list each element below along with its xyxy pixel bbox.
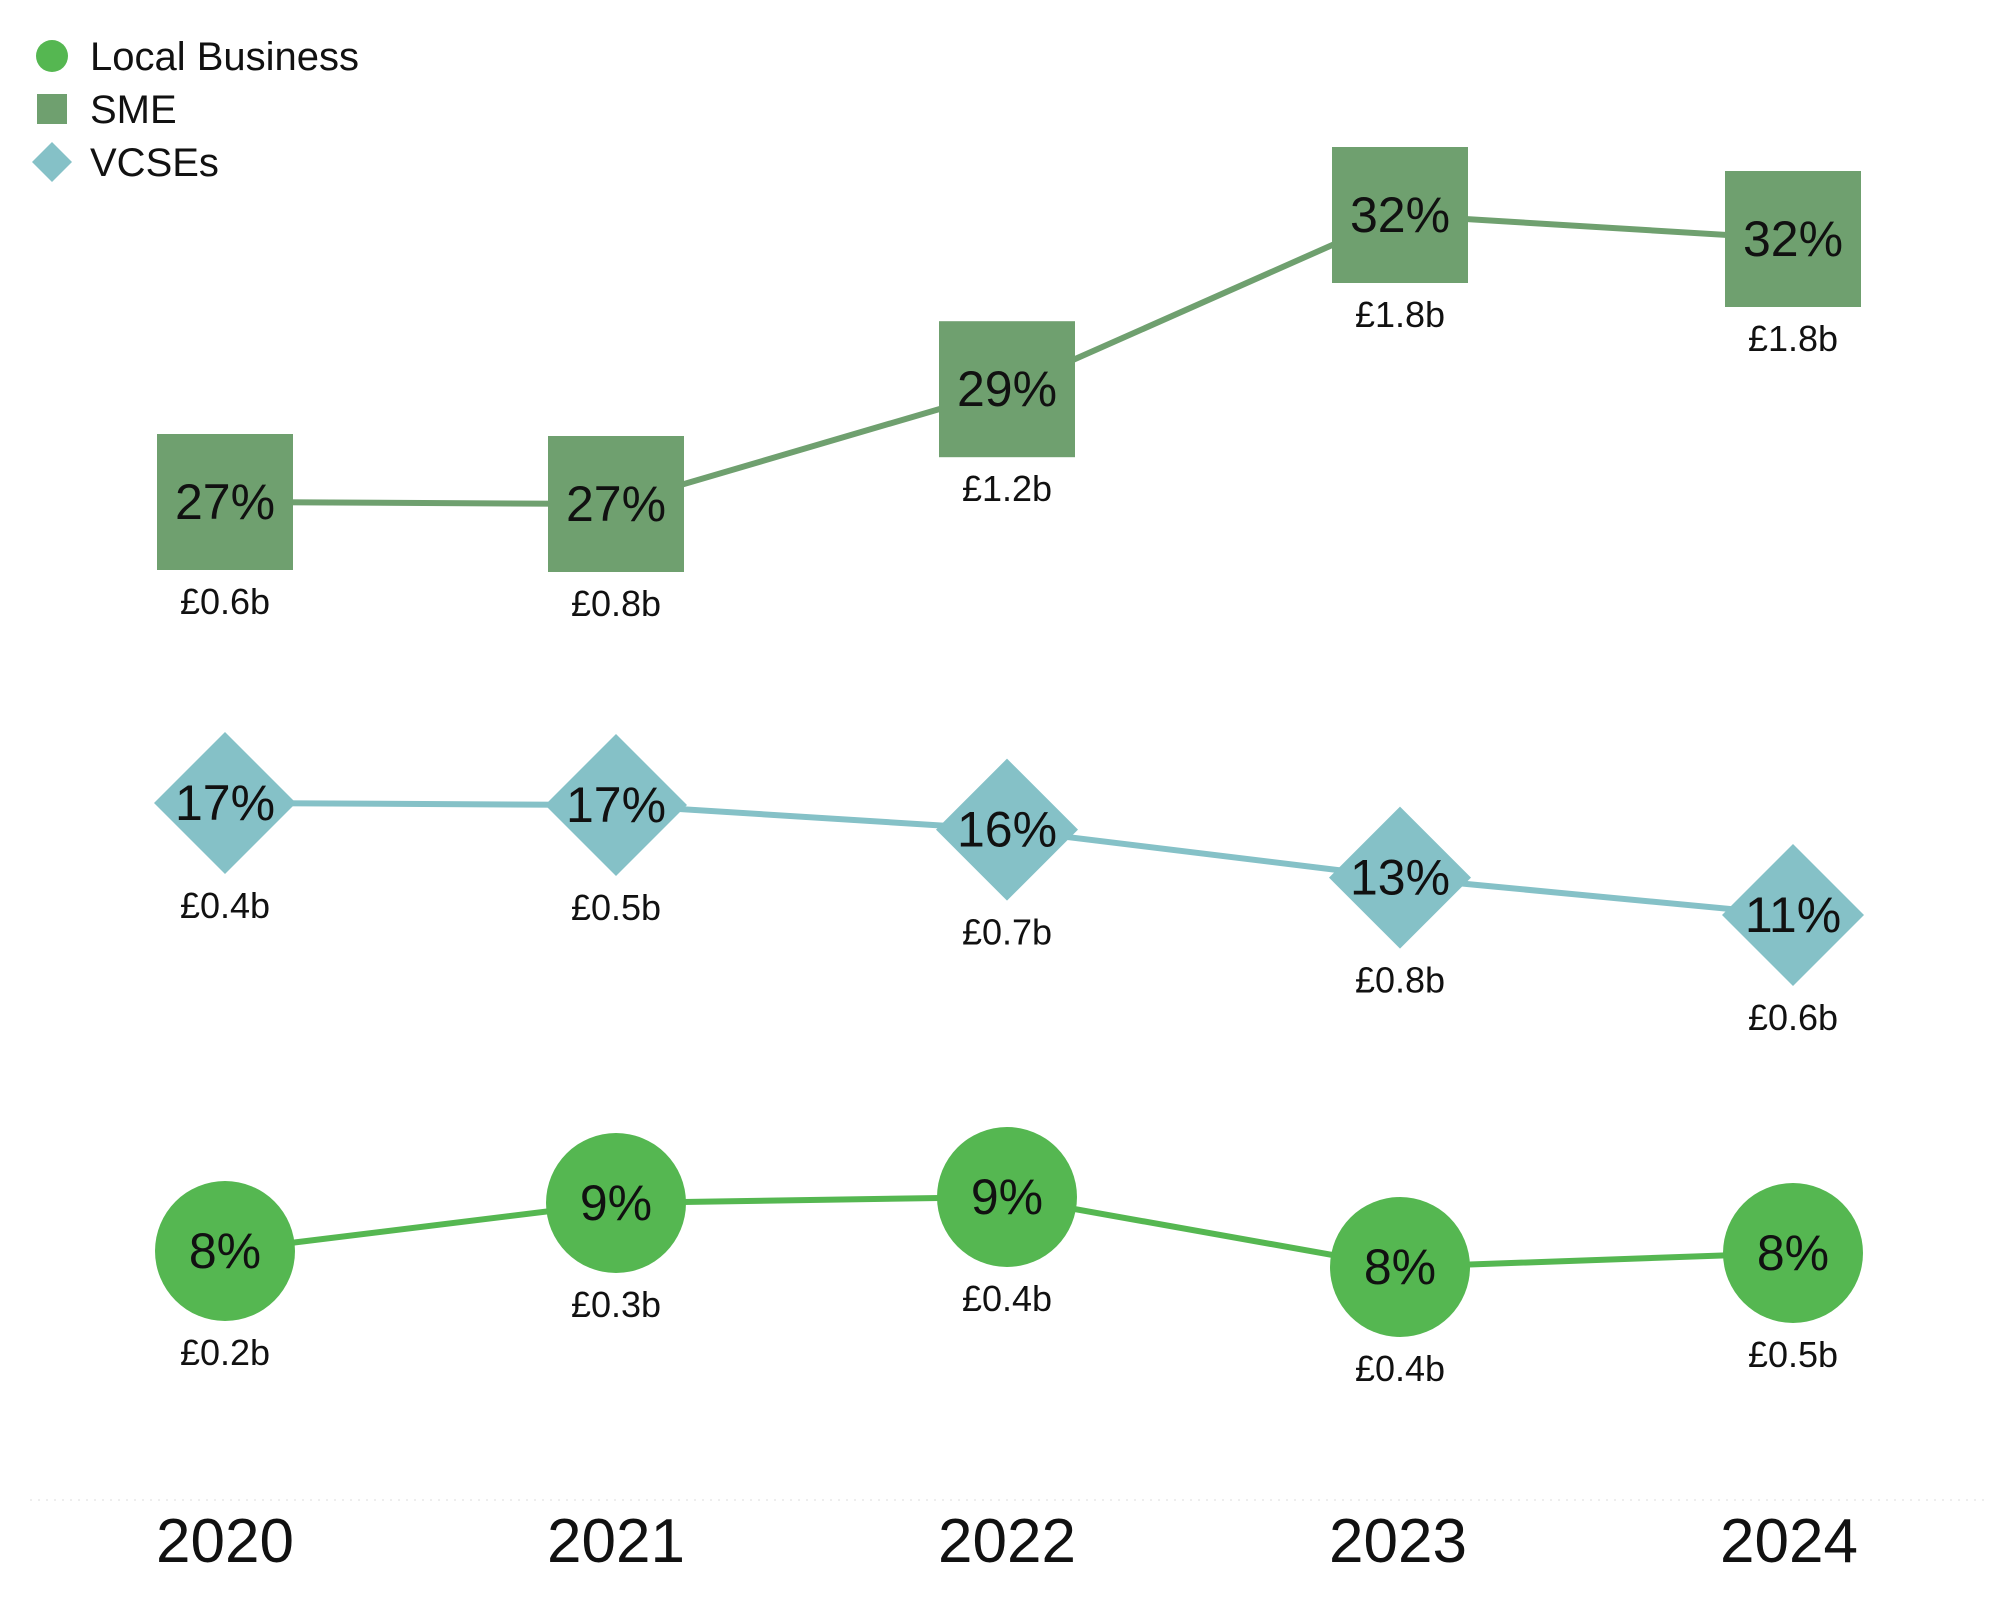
amount-label-vcses-2021: £0.5b — [571, 887, 661, 928]
amount-label-local-business-2020: £0.2b — [180, 1332, 270, 1373]
series-sme: 27% £0.6b 27% £0.8b 29% £1.2b 32% £1.8b 32% £1.8b — [157, 147, 1861, 624]
legend: Local Business SME VCSEs — [32, 35, 359, 185]
legend-marker-vcses — [32, 142, 72, 182]
legend-item-sme: SME — [37, 88, 177, 132]
x-tick-label-2022: 2022 — [938, 1507, 1076, 1576]
legend-label-sme: SME — [90, 88, 177, 132]
marker-sme-2020 — [157, 434, 293, 570]
marker-vcses-2023 — [1329, 806, 1471, 949]
percent-label-sme-2020: 27% — [175, 474, 275, 530]
percent-label-local-business-2022: 9% — [971, 1169, 1043, 1225]
percent-label-local-business-2024: 8% — [1757, 1225, 1829, 1281]
amount-label-local-business-2021: £0.3b — [571, 1284, 661, 1325]
legend-label-vcses: VCSEs — [90, 141, 219, 185]
percent-label-vcses-2024: 11% — [1745, 887, 1841, 943]
marker-sme-2021 — [548, 436, 684, 572]
legend-marker-local-business — [36, 40, 68, 72]
amount-label-local-business-2022: £0.4b — [962, 1278, 1052, 1319]
x-tick-label-2020: 2020 — [156, 1507, 294, 1576]
percent-label-sme-2023: 32% — [1350, 187, 1450, 243]
percent-label-local-business-2020: 8% — [189, 1223, 261, 1279]
amount-label-local-business-2024: £0.5b — [1748, 1334, 1838, 1375]
amount-label-local-business-2023: £0.4b — [1355, 1348, 1445, 1389]
legend-label-local-business: Local Business — [90, 35, 359, 79]
x-tick-label-2023: 2023 — [1329, 1507, 1467, 1576]
percent-label-vcses-2023: 13% — [1350, 850, 1450, 906]
marker-vcses-2021 — [545, 734, 687, 876]
amount-label-vcses-2020: £0.4b — [180, 885, 270, 926]
x-tick-label-2021: 2021 — [547, 1507, 685, 1576]
marker-local-business-2022 — [937, 1127, 1077, 1267]
marker-vcses-2022 — [936, 758, 1078, 901]
series-vcses: 17% £0.4b 17% £0.5b 16% £0.7b 13% £0.8b 11% £0.6b — [154, 732, 1864, 1038]
percent-label-vcses-2020: 17% — [175, 775, 275, 831]
x-axis: 2020 2021 2022 2023 2024 — [30, 1499, 1985, 1576]
amount-label-vcses-2023: £0.8b — [1355, 960, 1445, 1001]
legend-marker-sme — [37, 94, 67, 124]
legend-item-vcses: VCSEs — [32, 141, 219, 185]
amount-label-sme-2023: £1.8b — [1355, 294, 1445, 335]
amount-label-vcses-2022: £0.7b — [962, 912, 1052, 953]
marker-sme-2023 — [1332, 147, 1468, 283]
amount-label-sme-2020: £0.6b — [180, 581, 270, 622]
percent-label-vcses-2021: 17% — [566, 777, 666, 833]
percent-label-sme-2022: 29% — [957, 361, 1057, 417]
legend-item-local-business: Local Business — [36, 35, 359, 79]
marker-vcses-2024 — [1722, 844, 1864, 986]
marker-local-business-2020 — [155, 1181, 295, 1321]
amount-label-vcses-2024: £0.6b — [1748, 997, 1838, 1038]
percent-label-local-business-2021: 9% — [580, 1175, 652, 1231]
percent-label-sme-2024: 32% — [1743, 211, 1843, 267]
marker-local-business-2024 — [1723, 1183, 1863, 1323]
marker-local-business-2021 — [546, 1133, 686, 1273]
series-layer: 27% £0.6b 27% £0.8b 29% £1.2b 32% £1.8b 32% £1.8b… — [154, 147, 1864, 1389]
amount-label-sme-2022: £1.2b — [962, 468, 1052, 509]
percent-label-sme-2021: 27% — [566, 476, 666, 532]
percent-label-vcses-2022: 16% — [957, 802, 1057, 858]
amount-label-sme-2024: £1.8b — [1748, 318, 1838, 359]
marker-local-business-2023 — [1330, 1197, 1470, 1337]
marker-vcses-2020 — [154, 732, 296, 874]
marker-sme-2024 — [1725, 171, 1861, 307]
amount-label-sme-2021: £0.8b — [571, 583, 661, 624]
series-local-business: 8% £0.2b 9% £0.3b 9% £0.4b 8% £0.4b 8% £0.5b — [155, 1127, 1863, 1389]
percent-label-local-business-2023: 8% — [1364, 1239, 1436, 1295]
x-tick-label-2024: 2024 — [1720, 1507, 1858, 1576]
marker-sme-2022 — [939, 321, 1075, 458]
